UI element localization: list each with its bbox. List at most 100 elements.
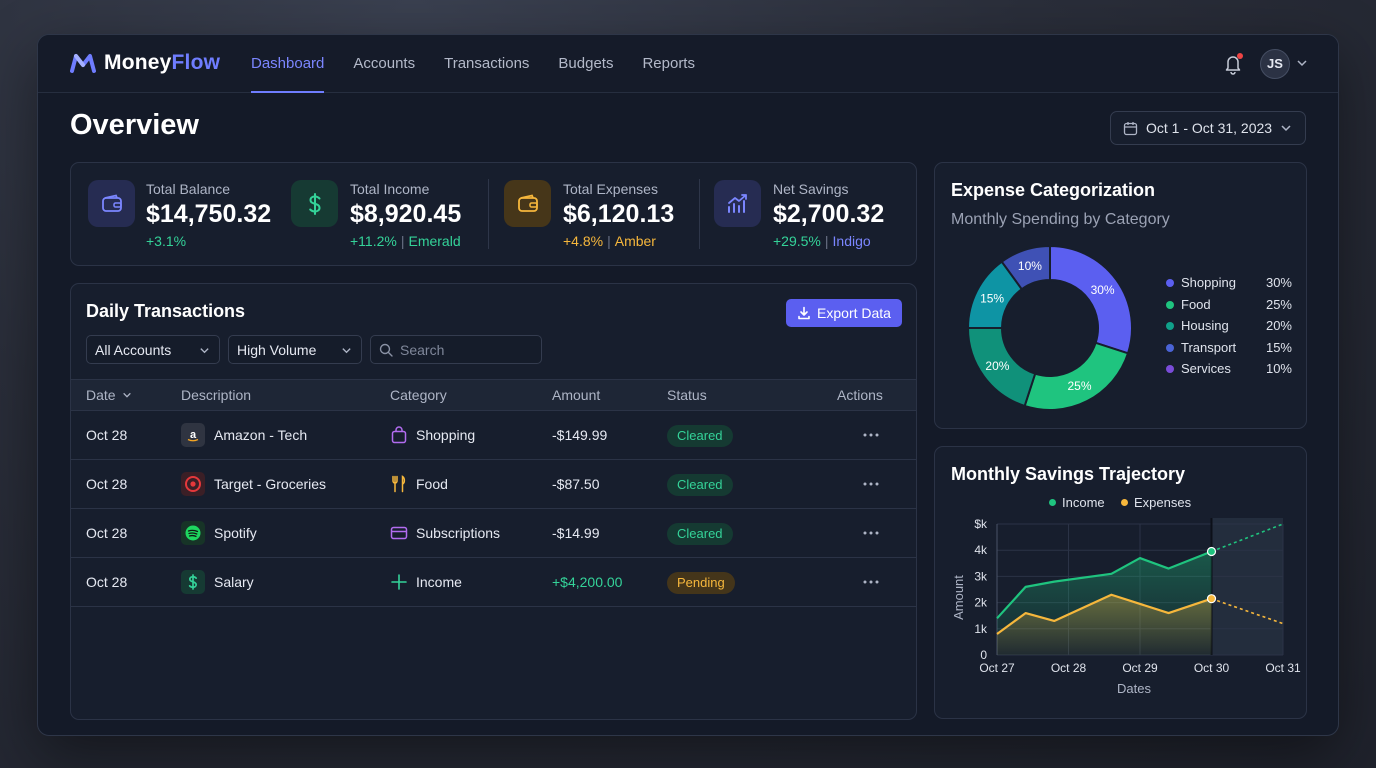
stat-label: Total Expenses bbox=[563, 181, 658, 197]
more-actions-icon[interactable] bbox=[861, 475, 881, 493]
table-row[interactable]: Oct 28 Target - Groceries Food -$87.50 C… bbox=[71, 460, 916, 509]
logo-text: MoneyFlow bbox=[104, 51, 221, 74]
accounts-filter-select[interactable]: All Accounts bbox=[86, 335, 220, 364]
stats-summary-card: Total Balance $14,750.32 +3.1% Total Inc… bbox=[70, 162, 917, 266]
app-window: MoneyFlow Dashboard Accounts Transaction… bbox=[37, 34, 1339, 736]
legend-item-food: Food 25% bbox=[1166, 297, 1292, 313]
more-actions-icon[interactable] bbox=[861, 573, 881, 591]
logo[interactable]: MoneyFlow bbox=[70, 51, 220, 75]
row-category: Subscriptions bbox=[416, 525, 501, 541]
table-row[interactable]: Oct 28 a Amazon - Tech Shopping -$149.99… bbox=[71, 411, 916, 460]
user-avatar[interactable]: JS bbox=[1260, 49, 1290, 79]
column-status: Status bbox=[667, 387, 707, 403]
donut-slice-food bbox=[1023, 341, 1130, 411]
donut-label: 10% bbox=[1018, 259, 1042, 273]
row-category: Shopping bbox=[416, 427, 476, 443]
column-date-sort[interactable]: Date bbox=[86, 387, 132, 403]
stat-value: $14,750.32 bbox=[146, 200, 272, 228]
stat-label: Net Savings bbox=[773, 181, 849, 197]
table-row[interactable]: Oct 28 Spotify Subscriptions -$14.99 Cle… bbox=[71, 509, 916, 558]
stat-value: $8,920.45 bbox=[350, 200, 462, 228]
series-projection-income bbox=[1211, 523, 1284, 553]
row-description: Spotify bbox=[214, 525, 257, 541]
savings-trajectory-card: Monthly Savings Trajectory Income Expens… bbox=[934, 446, 1307, 719]
row-description: Amazon - Tech bbox=[214, 427, 308, 443]
x-tick-label: Oct 28 bbox=[1051, 661, 1087, 675]
row-amount: +$4,200.00 bbox=[552, 574, 623, 590]
chevron-down-icon bbox=[1281, 125, 1291, 132]
search-box[interactable] bbox=[370, 335, 542, 364]
row-date: Oct 28 bbox=[86, 525, 128, 541]
donut-slice-services bbox=[1000, 244, 1051, 291]
target-icon bbox=[181, 472, 205, 496]
calendar-icon bbox=[1123, 121, 1138, 135]
stat-total-income: Total Income $8,920.45 +11.2% | Emerald bbox=[274, 163, 484, 267]
row-category: Food bbox=[416, 476, 448, 492]
y-tick-label: 4k bbox=[974, 543, 988, 557]
chevron-down-icon bbox=[123, 392, 132, 398]
dollar-icon bbox=[291, 180, 338, 227]
stat-divider bbox=[699, 179, 700, 249]
forecast-point-expenses bbox=[1206, 594, 1217, 604]
y-tick-label: $k bbox=[974, 517, 988, 531]
y-tick-label: 3k bbox=[974, 569, 988, 583]
stat-change: +11.2% | Emerald bbox=[350, 233, 461, 249]
nav-accounts[interactable]: Accounts bbox=[353, 55, 416, 72]
export-data-button[interactable]: Export Data bbox=[786, 299, 902, 327]
savings-line-chart: 0 1k 2k 3k 4k $k Oct 27 Oct 28 Oct 29 Oct 30 Oct 3… bbox=[951, 517, 1301, 696]
chevron-down-icon bbox=[200, 348, 209, 354]
wallet-icon bbox=[504, 180, 551, 227]
donut-label: 30% bbox=[1091, 283, 1115, 297]
status-badge: Cleared bbox=[667, 474, 733, 496]
status-badge: Cleared bbox=[667, 523, 733, 545]
stat-label: Total Balance bbox=[146, 181, 231, 197]
legend-value: 20% bbox=[1265, 318, 1292, 333]
plus-icon bbox=[391, 574, 407, 590]
nav-budgets[interactable]: Budgets bbox=[558, 55, 614, 72]
chevron-down-icon bbox=[342, 348, 351, 354]
card-icon bbox=[390, 526, 408, 540]
status-badge: Cleared bbox=[667, 425, 733, 447]
shopping-bag-icon bbox=[391, 426, 407, 444]
y-tick-label: 2k bbox=[974, 596, 988, 610]
more-actions-icon[interactable] bbox=[861, 426, 881, 444]
row-category: Income bbox=[416, 574, 462, 590]
nav-transactions[interactable]: Transactions bbox=[444, 55, 530, 72]
legend-item-transport: Transport 15% bbox=[1166, 340, 1292, 356]
search-input[interactable] bbox=[400, 341, 530, 358]
stat-label: Total Income bbox=[350, 181, 430, 197]
volume-filter-select[interactable]: High Volume bbox=[228, 335, 362, 364]
svg-text:a: a bbox=[190, 429, 197, 441]
table-row[interactable]: Oct 28 Salary Income +$4,200.00 Pending bbox=[71, 558, 916, 607]
x-tick-label: Oct 29 bbox=[1122, 661, 1158, 675]
legend-label: Transport bbox=[1181, 339, 1237, 355]
date-range-picker[interactable]: Oct 1 - Oct 31, 2023 bbox=[1110, 111, 1306, 145]
accounts-filter-value: All Accounts bbox=[95, 341, 172, 358]
main-nav: Dashboard Accounts Transactions Budgets … bbox=[251, 35, 695, 93]
stat-change: +3.1% bbox=[146, 233, 187, 249]
volume-filter-value: High Volume bbox=[237, 341, 317, 358]
row-date: Oct 28 bbox=[86, 476, 128, 492]
row-amount: -$87.50 bbox=[552, 476, 600, 492]
chevron-down-icon[interactable] bbox=[1296, 57, 1308, 69]
expense-categorization-card: Expense Categorization Monthly Spending … bbox=[934, 162, 1307, 429]
dollar-icon bbox=[181, 570, 205, 594]
stat-net-savings: Net Savings $2,700.32 +29.5% | Indigo bbox=[700, 163, 915, 267]
top-navigation: MoneyFlow Dashboard Accounts Transaction… bbox=[38, 35, 1338, 93]
row-amount: -$14.99 bbox=[552, 525, 600, 541]
nav-dashboard[interactable]: Dashboard bbox=[251, 35, 325, 93]
x-tick-label: Oct 31 bbox=[1265, 661, 1301, 675]
row-description: Salary bbox=[214, 574, 254, 590]
expense-card-subtitle: Monthly Spending by Category bbox=[951, 211, 1170, 228]
more-actions-icon[interactable] bbox=[861, 524, 881, 542]
download-icon bbox=[798, 306, 810, 320]
moneyflow-logo-icon bbox=[70, 54, 96, 73]
donut-label: 20% bbox=[985, 359, 1009, 373]
legend-value: 30% bbox=[1265, 275, 1292, 290]
notifications-bell-icon[interactable] bbox=[1223, 53, 1243, 75]
wallet-icon bbox=[88, 180, 135, 227]
nav-reports[interactable]: Reports bbox=[642, 55, 695, 72]
legend-dot bbox=[1166, 300, 1174, 309]
stat-total-expenses: Total Expenses $6,120.13 +4.8% | Amber bbox=[489, 163, 699, 267]
legend-dot bbox=[1166, 365, 1174, 373]
